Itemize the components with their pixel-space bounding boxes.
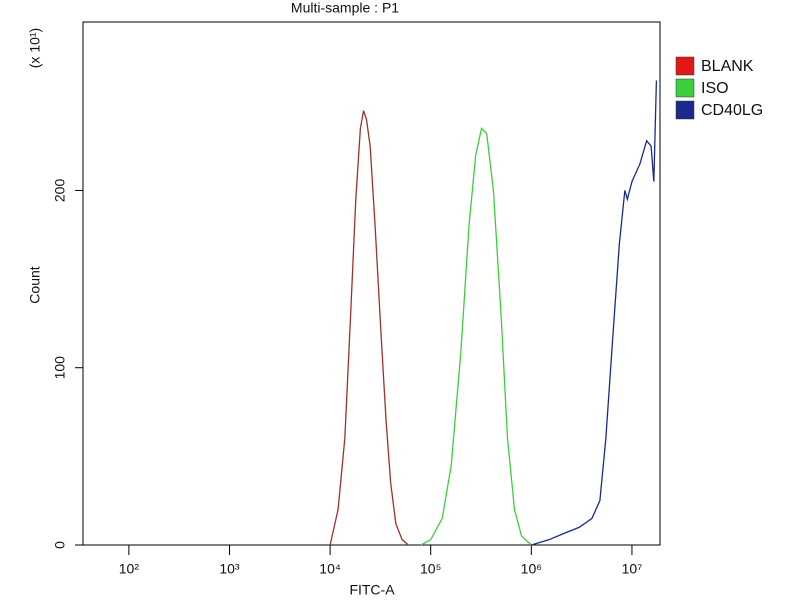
plot-frame xyxy=(82,21,661,546)
legend-label: CD40LG xyxy=(701,102,763,119)
x-tick-label: 10² xyxy=(119,561,140,577)
y-tick-label: 0 xyxy=(52,541,68,549)
series-line xyxy=(531,80,658,546)
x-tick-label: 10⁷ xyxy=(622,561,643,577)
series-line xyxy=(420,127,532,546)
legend-swatch xyxy=(675,100,695,120)
chart-title: Multi-sample : P1 xyxy=(291,0,399,16)
x-tick-label: 10⁵ xyxy=(420,561,441,577)
x-tick-label: 10⁶ xyxy=(521,561,542,577)
legend-label: BLANK xyxy=(701,58,754,75)
x-axis-title: FITC-A xyxy=(349,582,395,598)
y-unit-label: (x 10¹) xyxy=(27,28,43,68)
legend-swatch xyxy=(675,56,695,76)
legend-swatch xyxy=(675,78,695,98)
x-tick-label: 10³ xyxy=(219,561,240,577)
series-line xyxy=(329,110,409,546)
legend-label: ISO xyxy=(701,80,729,97)
x-tick-label: 10⁴ xyxy=(319,561,341,577)
y-tick-label: 200 xyxy=(52,179,68,203)
y-axis-title: Count xyxy=(27,266,43,303)
y-tick-label: 100 xyxy=(52,356,68,380)
